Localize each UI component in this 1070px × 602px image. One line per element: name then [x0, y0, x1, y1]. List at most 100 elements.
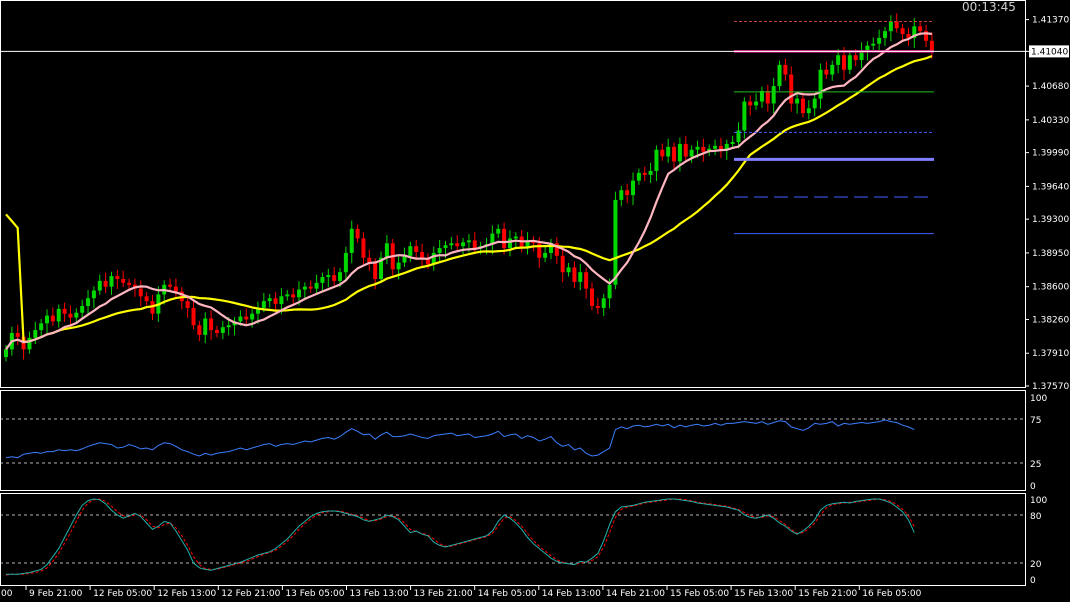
axes: 1.41370 1.41040 1.40680 1.40330 1.39990 1.396…	[0, 16, 1069, 599]
candle-body	[847, 55, 852, 70]
rsi-tick-label: 25	[1030, 460, 1041, 470]
candle-body	[62, 308, 67, 314]
candle-body	[689, 149, 694, 157]
candle-body	[812, 98, 817, 109]
candle-body	[613, 199, 618, 285]
price-tick-label: 1.37910	[1032, 349, 1069, 359]
candle-body	[127, 282, 132, 285]
candle-body	[326, 275, 331, 278]
rsi-panel[interactable]	[0, 418, 1025, 464]
time-tick-label: 13 Feb 05:00	[285, 589, 344, 599]
candle-body	[654, 149, 659, 171]
candle-body	[584, 272, 589, 289]
time-tick-label: 13 Feb 13:00	[350, 589, 409, 599]
candle-body	[355, 228, 360, 239]
price-tick-label: 1.41370	[1032, 16, 1069, 26]
candle-body	[672, 146, 677, 162]
candle-body	[912, 26, 917, 38]
candle-body	[631, 180, 636, 196]
time-tick-label: :00	[0, 589, 13, 599]
price-tick-label: 1.39300	[1032, 215, 1069, 225]
candle-body	[197, 325, 202, 335]
candle-body	[285, 294, 290, 297]
candle-body	[724, 143, 729, 150]
candle-body	[384, 243, 389, 258]
stochastic-main-line	[6, 498, 915, 575]
time-tick-label: 14 Feb 05:00	[478, 589, 537, 599]
candle-body	[420, 251, 425, 258]
candle-body	[695, 146, 700, 150]
candle-body	[4, 349, 8, 358]
candle-body	[109, 276, 114, 287]
candle-body	[279, 296, 284, 305]
candle-body	[677, 143, 682, 162]
candle-body	[841, 55, 846, 70]
candle-body	[560, 255, 565, 273]
candle-body	[713, 145, 718, 149]
candle-body	[906, 34, 911, 38]
candle-body	[888, 21, 893, 32]
candle-body	[666, 146, 671, 157]
price-tick-label: 1.40680	[1032, 82, 1069, 92]
candle-body	[777, 64, 782, 87]
candle-body	[437, 248, 442, 253]
candle-body	[824, 69, 829, 75]
candle-body	[590, 288, 594, 306]
candle-body	[718, 145, 723, 150]
candle-body	[800, 98, 805, 114]
time-tick-label: 12 Feb 13:00	[157, 589, 216, 599]
candle-body	[138, 288, 143, 297]
stochastic-signal-line	[5, 498, 915, 576]
price-tick-label: 1.38600	[1032, 283, 1069, 293]
moving-average-fast	[5, 32, 933, 351]
candle-body	[168, 284, 173, 287]
candle-body	[15, 332, 20, 337]
current-price-label: 1.41040	[1031, 47, 1068, 57]
candle-body	[203, 318, 208, 335]
time-tick-label: 15 Feb 05:00	[670, 589, 729, 599]
stochastic-panel[interactable]	[0, 498, 1025, 576]
candle-body	[742, 101, 747, 131]
candle-body	[619, 190, 624, 200]
candle-body	[396, 262, 401, 270]
candle-body	[490, 233, 495, 245]
candle-body	[683, 143, 688, 157]
rsi-tick-label: 100	[1030, 394, 1047, 404]
candle-body	[765, 90, 770, 104]
candle-body	[297, 289, 301, 298]
stochastic-tick-label: 80	[1030, 512, 1042, 522]
time-tick-label: 9 Feb 21:00	[29, 589, 83, 599]
candle-body	[642, 172, 647, 175]
price-panel[interactable]	[0, 13, 1027, 362]
price-tick-label: 1.39640	[1032, 182, 1069, 192]
candle-body	[361, 238, 366, 258]
candle-body	[402, 255, 407, 263]
candle-body	[455, 243, 460, 247]
candle-body	[554, 243, 559, 256]
candle-body	[50, 315, 55, 322]
candle-body	[226, 325, 231, 328]
candle-body	[900, 28, 905, 35]
candle-body	[332, 275, 337, 281]
candle-body	[74, 312, 79, 318]
candle-body	[91, 290, 96, 299]
candle-body	[754, 101, 759, 106]
candle-body	[443, 245, 448, 249]
candle-body	[68, 313, 73, 318]
candle-body	[836, 55, 841, 65]
candle-body	[507, 238, 512, 249]
candle-body	[496, 228, 501, 234]
stochastic-tick-label: 100	[1030, 496, 1047, 506]
candle-body	[830, 64, 835, 75]
candle-body	[525, 240, 530, 249]
time-tick-label: 15 Feb 21:00	[798, 589, 857, 599]
candle-body	[783, 64, 788, 75]
candle-body	[894, 21, 899, 29]
server-clock: 00:13:45	[962, 0, 1016, 14]
candle-body	[853, 55, 858, 61]
candle-body	[625, 190, 630, 196]
candle-body	[244, 316, 249, 320]
candle-body	[250, 313, 255, 320]
candle-body	[543, 252, 548, 258]
